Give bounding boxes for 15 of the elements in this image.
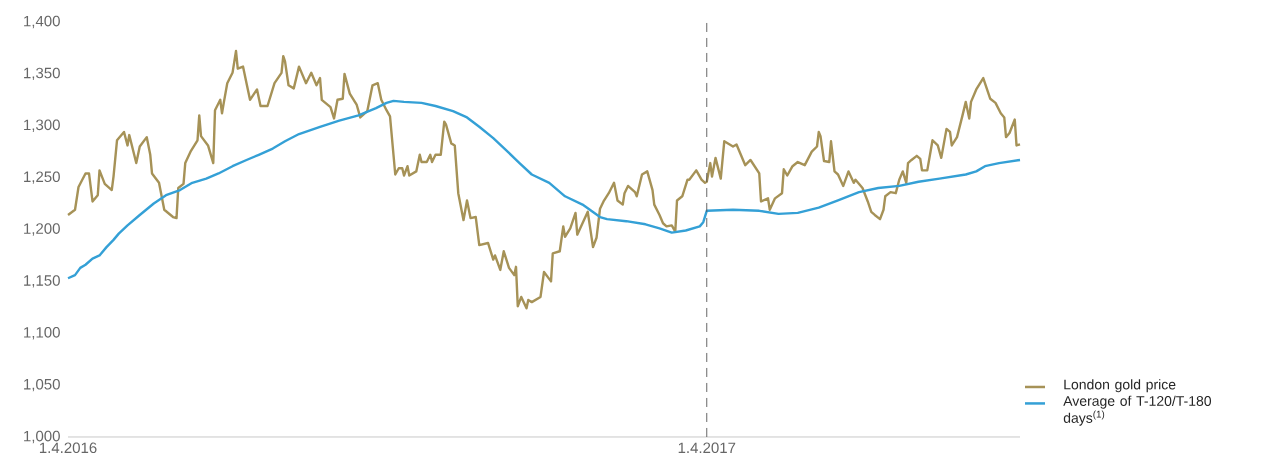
y-tick-label: 1,150 (24, 275, 60, 288)
line-series (66, 99, 1022, 280)
line-series (66, 49, 1022, 310)
y-tick-label: 1,400 (24, 15, 60, 29)
y-tick-label: 1,000 (24, 430, 60, 444)
x-tick-label: 1.4.2016 (39, 442, 97, 454)
y-tick-label: 1,200 (24, 223, 60, 236)
legend-label: London gold price (1064, 379, 1176, 393)
y-tick-label: 1,050 (24, 378, 60, 392)
y-tick-label: 1,300 (24, 119, 60, 132)
y-tick-label: 1,250 (24, 171, 60, 184)
legend-label: Average of T-120/T-180 days$^{(1)}$ (1063, 395, 1212, 426)
x-tick-label: 1.4.2017 (678, 442, 736, 454)
y-tick-label: 1,100 (24, 327, 60, 340)
y-tick-label: 1,350 (24, 67, 60, 81)
